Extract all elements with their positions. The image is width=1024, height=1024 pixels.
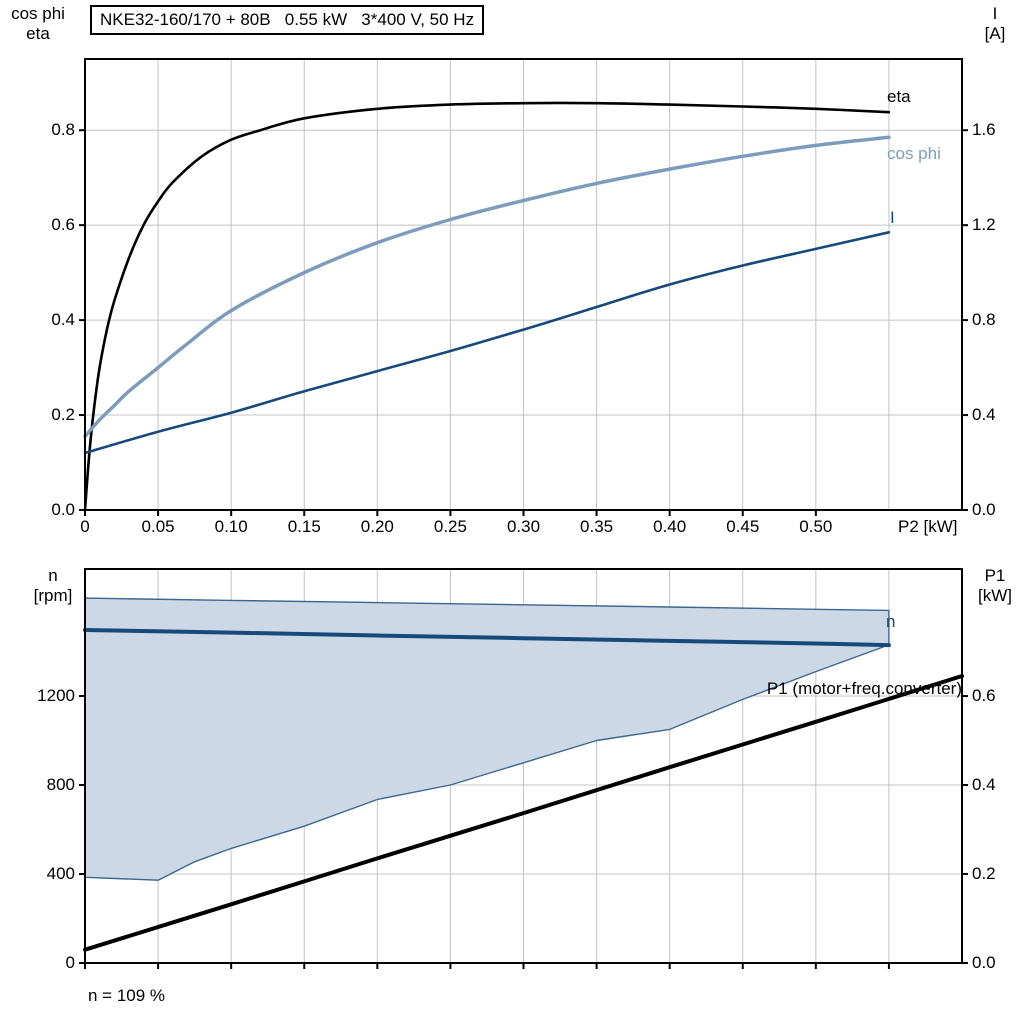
x-tick-label: 0.15	[287, 517, 321, 536]
series-cos phi	[83, 135, 891, 439]
left-tick-label: 0.4	[51, 310, 75, 330]
speed-unit-label: [rpm]	[33, 586, 73, 605]
bottom-left-axis-title: n [rpm]	[24, 566, 82, 606]
right-tick-label: 0.0	[972, 953, 996, 972]
x-tick-label: 0.20	[360, 517, 394, 536]
right-tick-label: 0.6	[972, 686, 996, 706]
series-eta	[83, 101, 891, 512]
right-tick-label: 0.4	[972, 405, 996, 425]
right-tick-label: 0.8	[972, 310, 996, 330]
series-n	[83, 628, 891, 648]
left-tick-label: 0.6	[51, 215, 75, 235]
cos-phi-axis-label: cos phi	[11, 4, 65, 23]
x-tick-label: 0.10	[214, 517, 248, 536]
right-tick-label: 0.2	[972, 864, 996, 883]
left-tick-label: 400	[46, 864, 75, 883]
x-tick-label: 0.45	[726, 517, 760, 536]
top-left-axis-title: cos phi eta	[6, 4, 70, 44]
bottom-right-axis-title: P1 [kW]	[970, 566, 1020, 606]
left-tick-label: 0.8	[51, 120, 75, 140]
right-tick-label: 0.0	[972, 500, 996, 519]
speed-axis-label: n	[48, 566, 58, 585]
cos-phi-curve-label: cos phi	[887, 144, 941, 163]
current-unit-label: [A]	[984, 24, 1006, 43]
region-speed-control-range	[84, 597, 890, 881]
eta-curve-label: eta	[887, 87, 911, 106]
left-tick-label: 800	[46, 775, 75, 795]
right-tick-label: 1.2	[972, 215, 996, 235]
x-tick-label: 0.40	[653, 517, 687, 536]
x-tick-label: 0.05	[141, 517, 175, 536]
p1-unit-label: [kW]	[978, 586, 1012, 605]
x-tick-label: 0	[80, 517, 90, 536]
current-curve-label: I	[890, 208, 895, 227]
right-tick-label: 1.6	[972, 120, 996, 140]
left-tick-label: 0.2	[51, 405, 75, 425]
x-tick-label: 0.35	[580, 517, 614, 536]
speed-curve-label: n	[886, 612, 896, 631]
current-axis-label: I	[992, 4, 998, 23]
left-tick-label: 1200	[37, 686, 75, 706]
p1-curve-label: P1 (motor+freq.converter)	[766, 679, 962, 698]
series-I	[83, 231, 891, 455]
right-tick-label: 0.4	[972, 775, 996, 795]
speed-percentage-note: n = 109 %	[88, 986, 166, 1005]
p1-axis-label: P1	[984, 566, 1006, 585]
left-tick-label: 0.0	[51, 500, 75, 519]
series-P1	[83, 674, 964, 952]
chart-title-box: NKE32-160/170 + 80B 0.55 kW 3*400 V, 50 …	[90, 5, 485, 35]
x-tick-label: 0.25	[433, 517, 467, 536]
left-tick-label: 0	[65, 953, 75, 972]
top-right-axis-title: I [A]	[972, 4, 1018, 44]
x-axis-title: P2 [kW]	[898, 517, 958, 536]
x-tick-label: 0.50	[799, 517, 833, 536]
eta-axis-label: eta	[26, 24, 50, 43]
x-tick-label: 0.30	[506, 517, 541, 536]
